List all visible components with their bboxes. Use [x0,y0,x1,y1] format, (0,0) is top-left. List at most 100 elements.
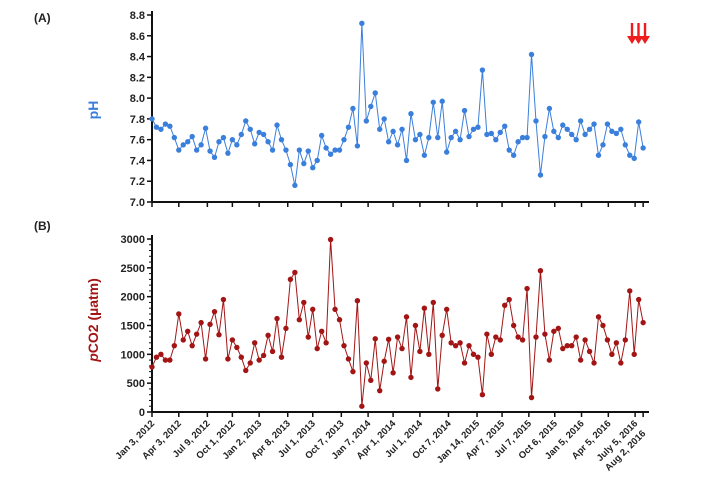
y-tick-label: 2000 [121,292,145,304]
y-tick-label: 1000 [121,349,145,361]
ph-data-point [573,136,579,143]
pco2-data-point [421,305,428,311]
y-tick-label: 0 [139,407,145,419]
pco2-data-point [372,336,378,342]
pco2-data-point [189,342,195,349]
ph-data-point [640,145,646,151]
ph-data-point [475,124,481,130]
ph-data-point [189,133,195,140]
y-tick-label: 8.0 [130,93,145,105]
pco2-data-point [604,337,611,343]
ph-data-point [345,124,352,130]
y-tick-label: 7.0 [130,197,145,209]
pco2-data-point [269,348,276,355]
ph-data-point [470,126,477,132]
pco2-data-point [618,360,624,366]
pco2-data-point [493,334,499,340]
ph-data-point [551,128,557,135]
ph-data-point [381,116,387,122]
y-tick-label: 7.2 [130,176,145,188]
ph-data-point [577,118,584,124]
ph-data-point [600,142,606,148]
pco2-data-point [153,354,160,360]
pco2-data-point [417,348,423,355]
pco2-data-point [162,357,169,363]
ph-data-point [229,136,236,143]
ph-data-point [269,147,276,153]
ph-data-point [292,182,298,189]
pco2-data-point [551,328,557,334]
pco2-data-point [207,321,213,328]
pco2-data-point [443,306,450,313]
pco2-data-point [350,368,356,375]
pco2-data-point [336,317,343,323]
ph-data-point [251,141,258,147]
ph-data-point [171,134,178,141]
pco2-data-point [591,360,597,366]
ph-data-point [314,157,320,164]
pco2-data-point [283,325,289,332]
ph-data-point [265,139,271,145]
pco2-data-point [385,336,392,343]
pco2-data-point [470,351,477,358]
pco2-data-point [171,342,178,349]
pco2-data-point [479,392,486,398]
ph-data-point [368,103,374,110]
ph-data-point [385,139,392,145]
ph-data-point [243,118,249,124]
ph-data-point [631,155,637,162]
ph-data-point [635,119,642,125]
pco2-data-point [176,311,182,317]
pco2-data-point [497,337,503,343]
ph-data-point [354,143,361,149]
ph-data-point [412,136,419,143]
pco2-data-point [439,332,445,339]
ph-axis-label: pH [85,101,101,120]
ph-data-point [305,148,311,154]
pco2-data-point [573,334,579,340]
ph-data-point [555,134,562,141]
pco2-data-point [622,337,628,343]
pco2-data-point [524,285,530,292]
y-tick-label: 1500 [121,321,145,333]
panel-b-label: (B) [34,219,51,233]
ph-data-point [435,134,441,141]
pco2-data-point [582,337,588,343]
y-tick-label: 2500 [121,263,145,275]
ph-data-point [274,122,280,128]
ph-data-point [327,151,334,157]
ph-data-point [564,126,570,132]
ph-data-point [310,165,316,171]
pco2-data-point [506,296,512,303]
ph-data-point [497,129,503,136]
pco2-data-point [613,340,620,346]
ph-data-point [586,126,593,132]
y-tick-label: 8.2 [130,72,145,84]
ph-data-point [359,20,365,27]
pco2-data-point [452,342,459,349]
ph-data-point [484,131,490,138]
ph-data-point [591,121,597,127]
down-arrows-icon [627,23,650,44]
pco2-data-point [426,351,432,358]
pco2-data-point [435,386,441,392]
ph-data-point [399,126,405,132]
ph-data-point [193,147,200,153]
y-tick-label: 7.6 [130,135,145,147]
pco2-data-point [234,344,240,351]
pco2-data-point [296,317,303,323]
pco2-data-point [198,319,204,326]
ph-data-point [336,147,343,153]
ph-data-point [278,136,285,143]
ph-data-point [613,130,620,137]
pco2-data-point [323,340,329,346]
pco2-data-point [466,342,472,349]
ph-data-point [211,154,218,161]
ph-data-point [609,128,615,135]
ph-data-point [622,142,628,148]
ph-data-point [149,116,155,122]
pco2-data-point [354,298,361,304]
pco2-data-point [193,331,200,337]
pco2-data-point [377,387,383,394]
